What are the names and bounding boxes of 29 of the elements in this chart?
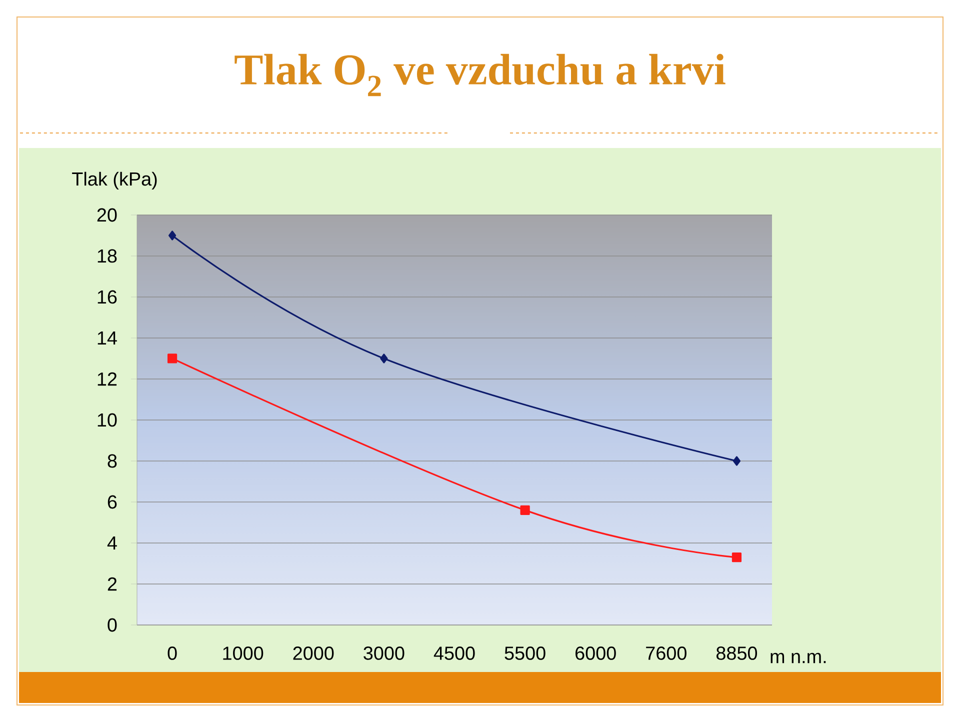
x-tick-label: 4500 <box>434 646 475 660</box>
x-tick-label: 5500 <box>504 646 546 660</box>
y-tick-label: 4 <box>107 536 117 550</box>
point <box>732 552 742 562</box>
point <box>732 456 741 466</box>
x-tick-label: 8850 <box>716 646 758 660</box>
x-tick-label: 1000 <box>223 646 264 660</box>
y-tick-label: 20 <box>97 208 117 222</box>
y-axis-title: Tlak (kPa) <box>72 172 157 190</box>
y-tick-label: 12 <box>98 372 117 386</box>
point <box>380 354 388 364</box>
chart-title: Tlak O$_{2}$ ve vzduchu a krvi <box>234 54 726 96</box>
x-tick-label: 2000 <box>293 646 334 660</box>
x-tick-label: 0 <box>168 646 177 660</box>
y-tick-label: 8 <box>108 454 117 468</box>
y-tick-label: 0 <box>108 618 117 632</box>
x-tick-label: 3000 <box>364 646 404 660</box>
y-tick-label: 2 <box>108 577 117 591</box>
x-axis-title: m n.m. <box>770 652 826 664</box>
point <box>167 354 178 364</box>
y-tick-label: 10 <box>98 413 117 427</box>
point <box>520 505 530 515</box>
x-tick-label: 7600 <box>646 646 686 660</box>
y-tick-label: 6 <box>108 495 117 509</box>
point <box>168 230 176 240</box>
x-tick-label: 6000 <box>576 646 616 660</box>
y-tick-label: 14 <box>98 331 117 344</box>
y-tick-label: 18 <box>98 249 117 263</box>
y-tick-label: 16 <box>98 290 117 304</box>
